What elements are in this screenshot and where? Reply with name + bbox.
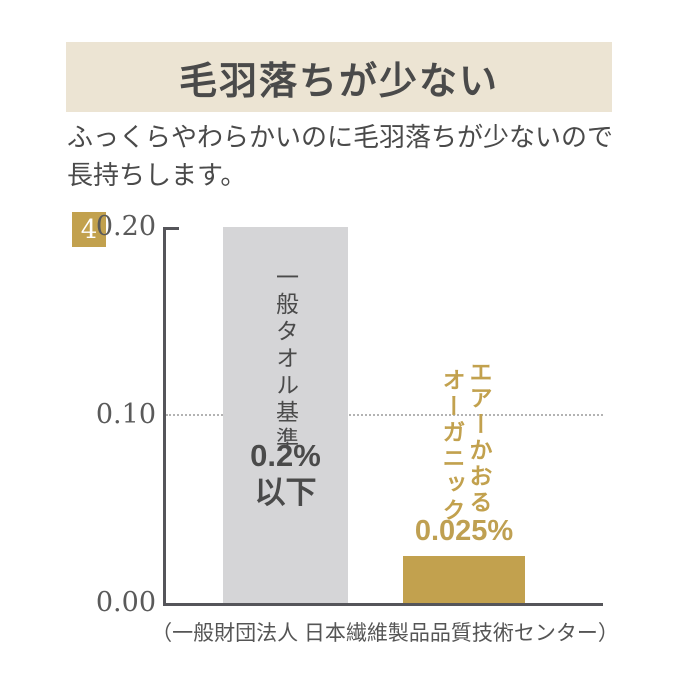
bar-organic-value: 0.025% <box>414 515 514 547</box>
bar-organic-towel <box>403 556 525 603</box>
y-axis-tick-label-000: 0.00 <box>95 587 156 618</box>
reference-dotted-line <box>166 414 603 416</box>
bar-standard-value: 0.2% 以下 <box>223 437 348 511</box>
bar-organic-label-col2: オーガニック <box>439 368 465 524</box>
bar-chart: 一般タオル基準 0.2% 以下 エアーかおる オーガニック 0.025% <box>163 227 603 606</box>
subtitle-line-2: 長持ちします。 <box>67 160 247 190</box>
bar-standard-towel: 一般タオル基準 0.2% 以下 <box>223 227 348 603</box>
subtitle-text: ふっくらやわらかいのに毛羽落ちが少ないので 長持ちします。 <box>67 118 619 194</box>
step-number-badge: 4 <box>72 212 106 247</box>
step-number: 4 <box>80 214 98 245</box>
footnote-citation: （一般財団法人 日本繊維製品品質技術センター） <box>151 622 619 645</box>
header-banner: 毛羽落ちが少ない <box>66 42 612 112</box>
bar-organic-label-col1: エアーかおる <box>466 360 492 516</box>
y-axis-tick-label-020: 0.20 <box>95 211 156 242</box>
bar-standard-value-line2: 以下 <box>254 475 317 510</box>
bar-standard-label-wrap: 一般タオル基準 <box>223 265 348 454</box>
bar-standard-value-line1: 0.2% <box>250 438 321 473</box>
bar-organic-label: エアーかおる オーガニック <box>438 360 492 528</box>
y-axis-tick-label-010: 0.10 <box>95 399 156 430</box>
subtitle-line-1: ふっくらやわらかいのに毛羽落ちが少ないので <box>67 122 614 152</box>
y-axis-top-tick <box>166 227 179 230</box>
page-title: 毛羽落ちが少ない <box>178 60 499 103</box>
bar-standard-label: 一般タオル基準 <box>272 265 299 454</box>
